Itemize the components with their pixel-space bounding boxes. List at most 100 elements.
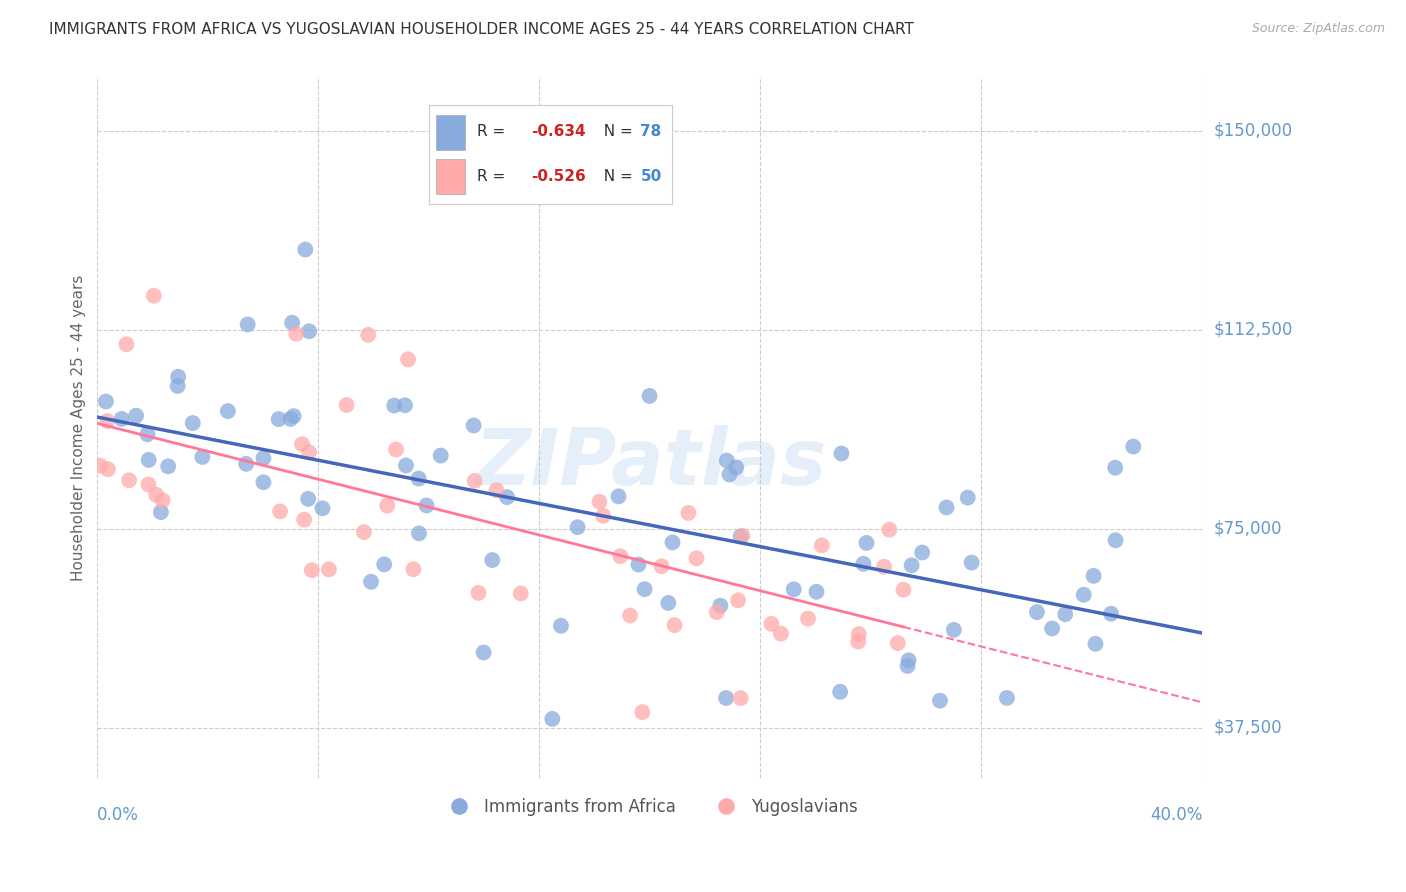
Point	[149, 505, 172, 519]
Point	[942, 623, 965, 637]
Point	[929, 694, 952, 708]
Point	[145, 488, 167, 502]
Point	[283, 409, 305, 424]
Text: $37,500: $37,500	[1213, 719, 1282, 737]
Point	[166, 379, 188, 393]
Point	[191, 450, 214, 464]
Y-axis label: Householder Income Ages 25 - 44 years: Householder Income Ages 25 - 44 years	[72, 275, 86, 581]
Point	[848, 627, 870, 641]
Point	[301, 563, 323, 577]
Point	[181, 416, 204, 430]
Point	[408, 472, 430, 486]
Point	[911, 545, 934, 559]
Point	[887, 636, 910, 650]
Point	[1040, 622, 1063, 636]
Point	[509, 586, 531, 600]
Point	[1104, 533, 1126, 548]
Point	[638, 389, 661, 403]
Point	[541, 712, 564, 726]
Point	[661, 535, 683, 549]
Point	[138, 453, 160, 467]
Point	[731, 529, 754, 543]
Point	[311, 501, 333, 516]
Point	[1122, 440, 1144, 454]
Point	[761, 616, 783, 631]
Point	[1054, 607, 1077, 622]
Point	[714, 691, 737, 706]
Point	[1073, 588, 1095, 602]
Point	[607, 489, 630, 503]
Point	[588, 494, 610, 508]
Point	[481, 553, 503, 567]
Point	[89, 458, 111, 473]
Point	[1026, 605, 1049, 619]
Point	[415, 499, 437, 513]
Point	[395, 458, 418, 473]
Point	[855, 536, 877, 550]
Point	[115, 337, 138, 351]
Point	[463, 418, 485, 433]
Point	[472, 646, 495, 660]
Point	[879, 523, 901, 537]
Point	[627, 558, 650, 572]
Point	[960, 556, 983, 570]
Point	[1083, 569, 1105, 583]
Point	[298, 324, 321, 338]
Point	[1099, 607, 1122, 621]
Point	[873, 559, 896, 574]
Point	[111, 412, 134, 426]
Point	[298, 445, 321, 459]
Point	[830, 685, 852, 699]
Legend: Immigrants from Africa, Yugoslavians: Immigrants from Africa, Yugoslavians	[436, 791, 865, 822]
Point	[360, 574, 382, 589]
Point	[797, 612, 820, 626]
Point	[252, 475, 274, 490]
Point	[893, 582, 915, 597]
Point	[727, 593, 749, 607]
Point	[806, 584, 828, 599]
Point	[269, 504, 291, 518]
Point	[897, 653, 920, 667]
Point	[897, 659, 920, 673]
Point	[706, 605, 728, 619]
Point	[716, 453, 738, 467]
Point	[136, 427, 159, 442]
Point	[375, 499, 398, 513]
Point	[217, 404, 239, 418]
Point	[657, 596, 679, 610]
Point	[633, 582, 655, 596]
Point	[167, 369, 190, 384]
Point	[138, 477, 160, 491]
Point	[609, 549, 631, 564]
Point	[280, 412, 302, 426]
Point	[956, 491, 979, 505]
Point	[709, 599, 731, 613]
Point	[678, 506, 700, 520]
Text: $75,000: $75,000	[1213, 519, 1282, 538]
Point	[142, 288, 165, 302]
Point	[550, 619, 572, 633]
Point	[567, 520, 589, 534]
Point	[846, 634, 869, 648]
Point	[725, 460, 748, 475]
Point	[125, 409, 148, 423]
Point	[935, 500, 957, 515]
Text: $150,000: $150,000	[1213, 121, 1292, 139]
Text: 0.0%: 0.0%	[97, 806, 139, 824]
Point	[252, 451, 274, 466]
Text: IMMIGRANTS FROM AFRICA VS YUGOSLAVIAN HOUSEHOLDER INCOME AGES 25 - 44 YEARS CORR: IMMIGRANTS FROM AFRICA VS YUGOSLAVIAN HO…	[49, 22, 914, 37]
Point	[291, 437, 314, 451]
Point	[408, 526, 430, 541]
Point	[429, 449, 451, 463]
Point	[294, 243, 316, 257]
Point	[318, 562, 340, 576]
Point	[730, 691, 752, 706]
Point	[281, 316, 304, 330]
Text: 40.0%: 40.0%	[1150, 806, 1202, 824]
Point	[353, 525, 375, 540]
Point	[769, 626, 792, 640]
Point	[267, 412, 290, 426]
Point	[852, 557, 875, 571]
Point	[297, 491, 319, 506]
Point	[811, 538, 834, 552]
